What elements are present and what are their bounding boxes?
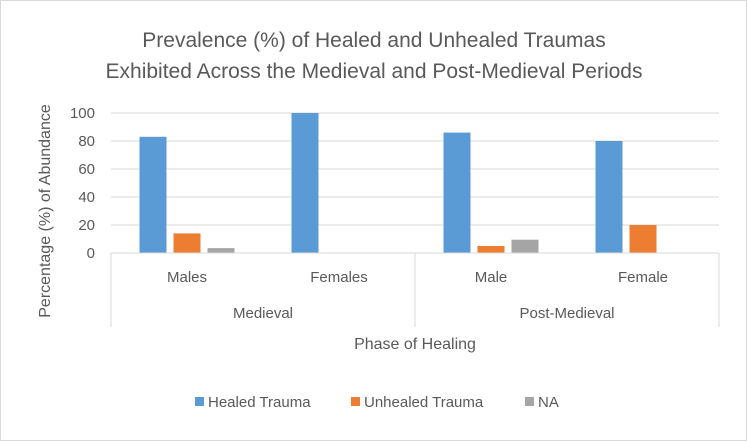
y-tick-label: 60 <box>78 161 95 178</box>
x-category-label: Male <box>475 269 508 286</box>
legend-label: Unhealed Trauma <box>364 394 484 411</box>
y-tick-label: 80 <box>78 133 95 150</box>
bar <box>511 239 539 253</box>
x-group-label: Medieval <box>233 305 293 322</box>
legend-label: Healed Trauma <box>208 394 311 411</box>
legend-label: NA <box>538 394 559 411</box>
gridlines <box>111 112 719 226</box>
bar <box>477 246 505 253</box>
bar <box>139 136 167 253</box>
x-axis-title: Phase of Healing <box>354 336 476 353</box>
y-tick-label: 40 <box>78 189 95 206</box>
x-category-label: Female <box>618 269 668 286</box>
legend-swatch <box>195 397 204 406</box>
legend: Healed Trauma Unhealed Trauma NA <box>195 394 559 411</box>
x-group-label: Post-Medieval <box>519 305 614 322</box>
bar <box>443 132 471 253</box>
axes: 0 20 40 60 80 100 Males Females Male Female Mediev… <box>70 105 720 327</box>
bars <box>139 113 657 253</box>
legend-swatch <box>351 397 360 406</box>
legend-swatch <box>525 397 534 406</box>
y-tick-label: 0 <box>87 245 95 262</box>
chart-title-line-1: Prevalence (%) of Healed and Unhealed Tr… <box>142 29 605 52</box>
bar <box>207 248 235 253</box>
y-tick-label: 20 <box>78 217 95 234</box>
bar <box>291 113 319 253</box>
bar <box>173 233 201 253</box>
bar <box>629 225 657 253</box>
x-category-label: Females <box>310 269 368 286</box>
y-axis-title: Percentage (%) of Abundance <box>37 104 54 318</box>
y-tick-label: 100 <box>70 105 95 122</box>
chart-title-line-2: Exhibited Across the Medieval and Post-M… <box>106 60 643 83</box>
bar <box>595 141 623 253</box>
x-category-label: Males <box>167 269 207 286</box>
